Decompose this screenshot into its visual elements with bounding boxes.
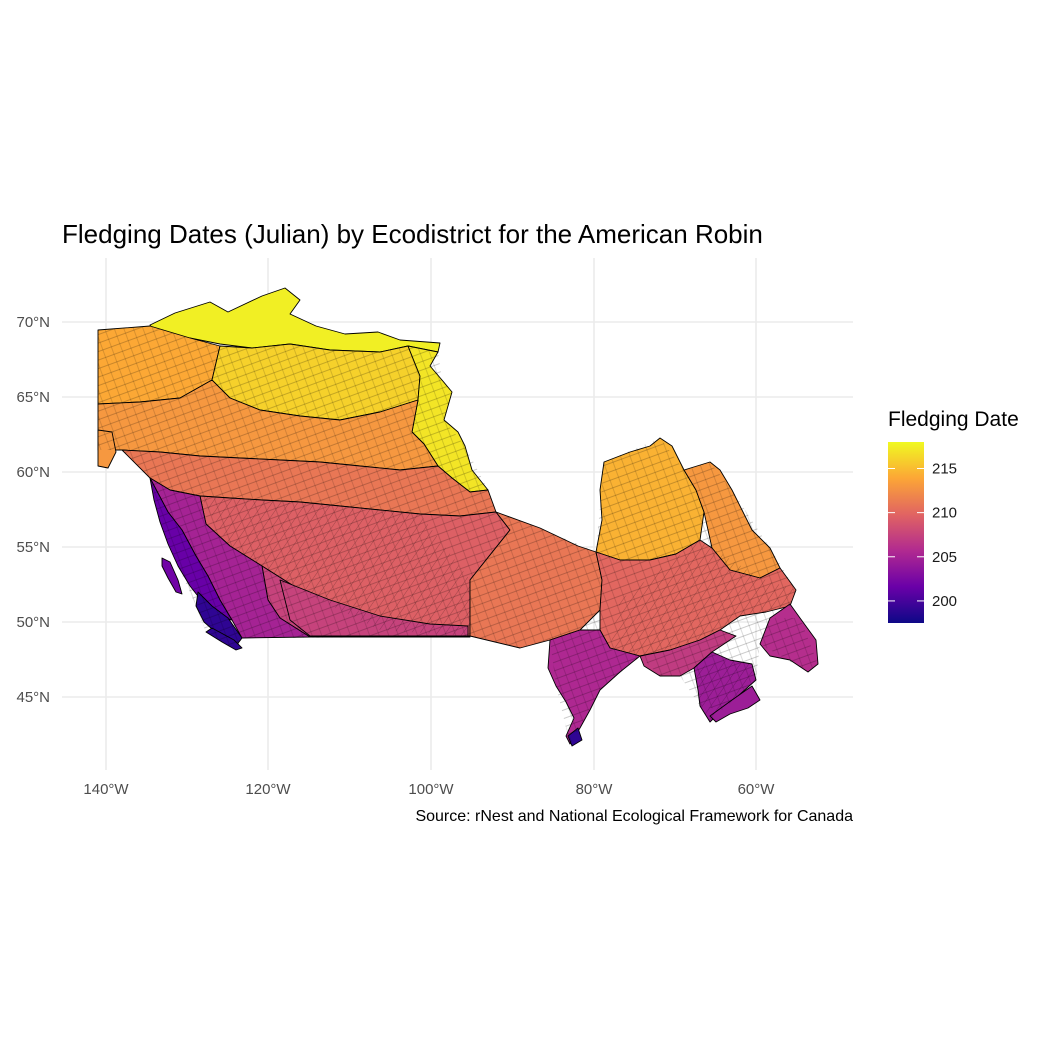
legend-ticks: 200 205 210 215 xyxy=(888,460,957,610)
region-arctic-islands xyxy=(149,287,441,353)
legend-color-bar xyxy=(888,442,924,623)
y-tick-label: 50°N xyxy=(16,614,50,631)
legend-tick-label: 205 xyxy=(932,549,957,566)
y-tick-label: 45°N xyxy=(16,689,50,706)
legend-tick-label: 200 xyxy=(932,593,957,610)
y-tick-label: 70°N xyxy=(16,314,50,331)
legend-colorbar: 200 205 210 215 xyxy=(888,442,957,623)
x-tick-label: 80°W xyxy=(576,781,614,798)
region-haida-gwaii xyxy=(161,557,183,595)
y-tick-label: 60°N xyxy=(16,464,50,481)
legend-tick-label: 215 xyxy=(932,460,957,477)
legend-title: Fledging Date xyxy=(888,408,1019,431)
y-axis-labels: 45°N 50°N 55°N 60°N 65°N 70°N xyxy=(16,314,50,706)
x-tick-label: 60°W xyxy=(738,781,776,798)
x-tick-label: 120°W xyxy=(245,781,291,798)
legend-tick-label: 210 xyxy=(932,505,957,522)
y-tick-label: 55°N xyxy=(16,539,50,556)
x-axis-labels: 140°W 120°W 100°W 80°W 60°W xyxy=(83,781,775,798)
district-border-texture xyxy=(98,326,818,744)
y-tick-label: 65°N xyxy=(16,389,50,406)
plot-title: Fledging Dates (Julian) by Ecodistrict f… xyxy=(62,219,763,249)
x-tick-label: 140°W xyxy=(83,781,129,798)
caption: Source: rNest and National Ecological Fr… xyxy=(415,808,853,825)
x-tick-label: 100°W xyxy=(408,781,454,798)
